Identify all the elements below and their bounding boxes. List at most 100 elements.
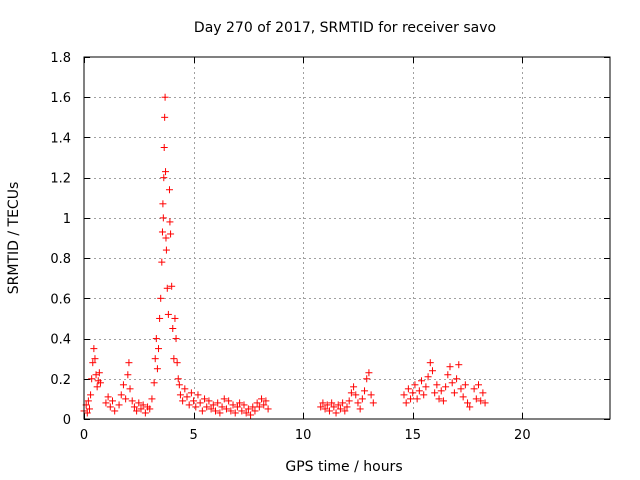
data-point: [262, 397, 270, 405]
data-point: [185, 401, 193, 409]
data-point: [439, 397, 447, 405]
data-point: [470, 385, 478, 393]
data-point: [345, 397, 353, 405]
data-point: [130, 403, 138, 411]
y-tick-label: 1.2: [50, 172, 71, 187]
data-point: [358, 395, 366, 403]
data-point: [102, 399, 110, 407]
data-point: [435, 395, 443, 403]
data-point: [90, 345, 98, 353]
data-point: [173, 359, 181, 367]
data-point: [106, 403, 114, 411]
data-point: [152, 335, 160, 343]
data-point: [168, 282, 176, 290]
data-point: [166, 218, 174, 226]
data-point: [169, 325, 177, 332]
data-point: [264, 405, 272, 413]
data-point: [481, 399, 489, 407]
data-point: [356, 405, 364, 413]
data-point: [174, 375, 182, 383]
data-point: [159, 214, 167, 222]
chart-title: Day 270 of 2017, SRMTID for receiver sav…: [194, 20, 496, 36]
data-point: [148, 395, 156, 403]
data-point: [453, 375, 461, 383]
data-point: [128, 397, 136, 405]
data-point: [158, 258, 166, 266]
data-point: [343, 403, 351, 411]
data-point: [363, 375, 371, 383]
data-point: [187, 389, 195, 397]
data-point: [330, 403, 338, 411]
data-point: [464, 399, 472, 407]
data-point: [415, 387, 423, 395]
y-tick-label: 0.2: [50, 373, 71, 388]
data-point: [400, 391, 408, 399]
data-point: [361, 387, 369, 395]
data-point: [95, 369, 103, 377]
data-point: [205, 397, 213, 405]
data-point: [151, 355, 159, 363]
data-point: [229, 401, 237, 409]
data-point: [409, 389, 417, 397]
data-point: [135, 399, 143, 407]
data-point: [479, 389, 487, 397]
data-point: [347, 389, 355, 397]
data-point: [260, 401, 268, 409]
data-points: [80, 93, 489, 419]
data-point: [119, 381, 127, 389]
x-tick-label: 10: [295, 428, 312, 443]
x-tick-label: 20: [514, 428, 531, 443]
data-point: [404, 385, 412, 393]
data-point: [122, 395, 130, 403]
data-point: [426, 359, 434, 367]
data-point: [461, 381, 469, 389]
data-point: [163, 284, 171, 292]
data-point: [402, 399, 410, 407]
data-point: [93, 383, 101, 391]
data-point: [255, 403, 263, 411]
data-point: [194, 391, 202, 399]
data-point: [444, 371, 452, 379]
data-point: [244, 405, 252, 413]
data-point: [125, 359, 133, 367]
data-point: [369, 399, 377, 407]
data-point: [407, 395, 415, 403]
data-point: [319, 399, 327, 407]
data-point: [216, 409, 224, 417]
data-point: [433, 381, 441, 389]
data-point: [220, 395, 228, 403]
data-point: [249, 403, 257, 411]
data-point: [133, 407, 141, 415]
data-point: [247, 411, 255, 419]
data-point: [350, 383, 358, 391]
data-point: [251, 407, 259, 415]
data-point: [104, 393, 112, 401]
data-point: [150, 379, 158, 387]
data-point: [183, 393, 191, 401]
data-point: [84, 397, 92, 405]
grid-lines: [84, 57, 610, 419]
data-point: [238, 407, 246, 415]
data-point: [170, 355, 178, 363]
data-point: [413, 395, 421, 403]
data-point: [141, 409, 149, 417]
data-point: [161, 113, 169, 121]
data-point: [83, 409, 91, 417]
data-point: [332, 409, 340, 417]
data-point: [354, 399, 362, 407]
data-point: [336, 405, 344, 413]
x-tick-label: 15: [404, 428, 421, 443]
data-point: [91, 355, 99, 363]
data-point: [201, 395, 209, 403]
y-axis-title: SRMTID / TECUs: [6, 182, 22, 295]
x-tick-labels: 0 5 10 15 20: [80, 428, 531, 443]
y-tick-label: 0: [63, 413, 71, 428]
data-point: [431, 389, 439, 397]
data-point: [85, 405, 93, 413]
x-tick-label: 0: [80, 428, 88, 443]
y-tick-label: 0.8: [50, 252, 71, 267]
data-point: [162, 234, 170, 242]
data-point: [367, 391, 375, 399]
data-point: [181, 385, 189, 393]
